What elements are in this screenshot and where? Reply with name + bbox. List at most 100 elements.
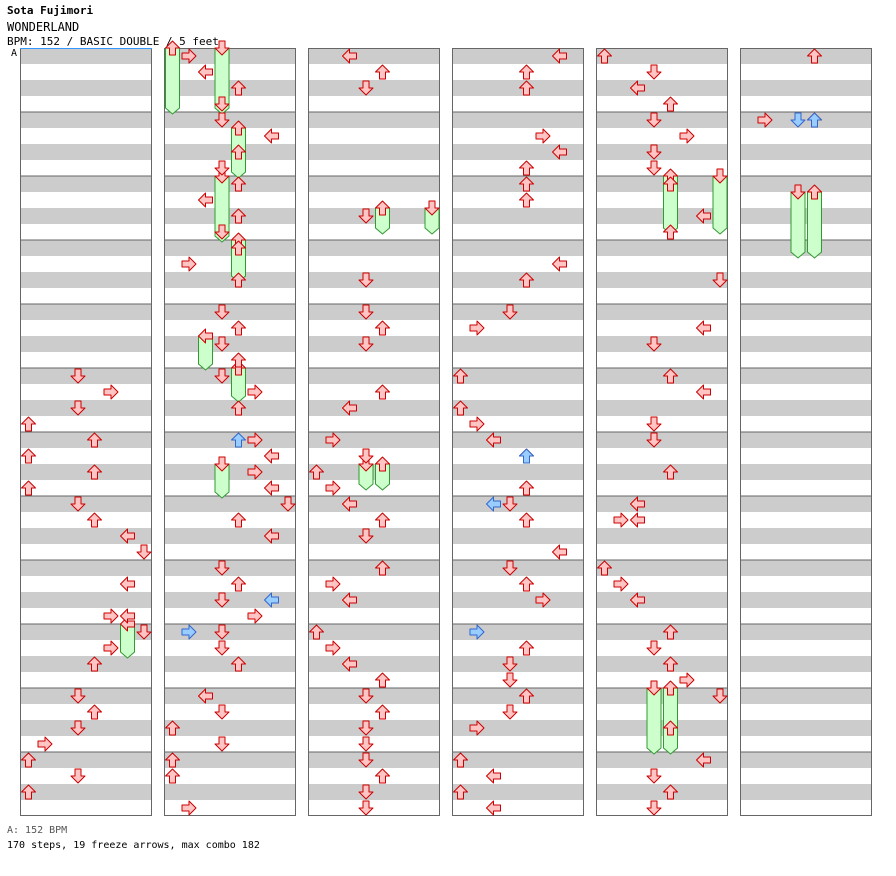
- beat-stripe: [308, 400, 440, 416]
- beat-stripe: [740, 272, 872, 288]
- beat-stripe: [452, 544, 584, 560]
- tap-arrow: [87, 432, 102, 448]
- tap-arrow: [375, 320, 390, 336]
- beat-stripe: [740, 96, 872, 112]
- chart-column: [308, 48, 440, 816]
- beat-stripe: [452, 48, 584, 64]
- beat-stripe: [452, 304, 584, 320]
- offbeat-arrow: [181, 624, 197, 640]
- artist-name: Sota Fujimori: [7, 4, 94, 17]
- tap-arrow: [264, 480, 279, 496]
- beat-stripe: [596, 528, 728, 544]
- tap-arrow: [502, 304, 518, 320]
- beat-stripe: [20, 352, 152, 368]
- beat-stripe: [308, 64, 440, 80]
- beat-stripe: [452, 768, 584, 784]
- beat-stripe: [452, 208, 584, 224]
- beat-stripe: [596, 544, 728, 560]
- chart-column: [596, 48, 728, 816]
- tap-arrow: [375, 672, 390, 688]
- beat-stripe: [20, 784, 152, 800]
- beat-stripe: [596, 464, 728, 480]
- beat-stripe: [740, 160, 872, 176]
- freeze-head-arrow: [663, 680, 678, 696]
- beat-stripe: [308, 768, 440, 784]
- beat-stripe: [452, 192, 584, 208]
- tap-arrow: [375, 512, 390, 528]
- beat-stripe: [164, 464, 296, 480]
- beat-stripe: [596, 592, 728, 608]
- tap-arrow: [136, 624, 152, 640]
- beat-stripe: [164, 304, 296, 320]
- tap-arrow: [552, 48, 567, 64]
- tap-arrow: [103, 640, 119, 656]
- tap-arrow: [358, 752, 374, 768]
- beat-stripe: [164, 416, 296, 432]
- beat-stripe: [20, 64, 152, 80]
- tap-arrow: [342, 48, 357, 64]
- tap-arrow: [663, 224, 678, 240]
- tap-arrow: [70, 368, 86, 384]
- beat-stripe: [596, 800, 728, 816]
- tap-arrow: [165, 720, 180, 736]
- beat-stripe: [596, 720, 728, 736]
- freeze-arrow: [712, 175, 728, 235]
- beat-stripe: [164, 352, 296, 368]
- beat-stripe: [452, 240, 584, 256]
- tap-arrow: [712, 272, 728, 288]
- beat-stripe: [596, 304, 728, 320]
- beat-stripe: [596, 624, 728, 640]
- beat-stripe: [452, 720, 584, 736]
- beat-stripe: [452, 320, 584, 336]
- tap-arrow: [663, 368, 678, 384]
- tap-arrow: [663, 464, 678, 480]
- beat-stripe: [308, 256, 440, 272]
- tap-arrow: [325, 432, 341, 448]
- beat-stripe: [20, 416, 152, 432]
- tap-arrow: [552, 144, 567, 160]
- beat-stripe: [596, 80, 728, 96]
- beat-stripe: [308, 240, 440, 256]
- beat-stripe: [452, 64, 584, 80]
- beat-stripe: [164, 768, 296, 784]
- beat-stripe: [20, 496, 152, 512]
- beat-stripe: [20, 256, 152, 272]
- beat-stripe: [452, 656, 584, 672]
- beat-stripe: [452, 528, 584, 544]
- beat-stripe: [596, 192, 728, 208]
- tap-arrow: [198, 64, 213, 80]
- beat-stripe: [20, 688, 152, 704]
- tap-arrow: [519, 576, 534, 592]
- tap-arrow: [375, 768, 390, 784]
- beat-stripe: [20, 544, 152, 560]
- tap-arrow: [469, 320, 485, 336]
- freeze-head-arrow: [375, 456, 390, 472]
- beat-stripe: [596, 176, 728, 192]
- tap-arrow: [198, 192, 213, 208]
- tap-arrow: [231, 208, 246, 224]
- beat-stripe: [452, 80, 584, 96]
- beat-stripe: [452, 416, 584, 432]
- tap-arrow: [375, 560, 390, 576]
- beat-stripe: [452, 368, 584, 384]
- beat-stripe: [452, 384, 584, 400]
- tap-arrow: [552, 544, 567, 560]
- beat-stripe: [596, 352, 728, 368]
- beat-stripe: [740, 432, 872, 448]
- beat-stripe: [20, 304, 152, 320]
- beat-stripe: [308, 656, 440, 672]
- beat-stripe: [308, 560, 440, 576]
- tap-arrow: [214, 560, 230, 576]
- tap-arrow: [231, 80, 246, 96]
- tap-arrow: [663, 656, 678, 672]
- beat-stripe: [452, 640, 584, 656]
- beat-stripe: [452, 464, 584, 480]
- beat-stripe: [308, 720, 440, 736]
- tap-arrow: [679, 672, 695, 688]
- tap-arrow: [231, 144, 246, 160]
- freeze-head-arrow: [231, 120, 246, 136]
- beat-stripe: [20, 624, 152, 640]
- beat-stripe: [452, 800, 584, 816]
- beat-stripe: [740, 256, 872, 272]
- beat-stripe: [164, 640, 296, 656]
